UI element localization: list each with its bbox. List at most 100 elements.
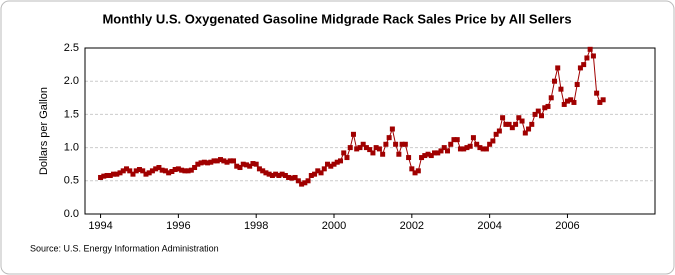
data-point xyxy=(192,165,198,171)
data-point xyxy=(231,158,237,164)
data-point xyxy=(289,175,295,181)
data-point xyxy=(448,141,454,147)
data-point xyxy=(312,171,318,177)
data-point xyxy=(564,98,570,104)
data-point xyxy=(354,146,360,152)
source-note: Source: U.S. Energy Information Administ… xyxy=(30,243,219,253)
data-point xyxy=(331,161,337,167)
data-point xyxy=(195,161,201,167)
data-point xyxy=(373,145,379,151)
data-point xyxy=(263,170,269,176)
data-point xyxy=(522,130,528,136)
data-point xyxy=(136,167,142,173)
data-point xyxy=(376,146,382,152)
data-point xyxy=(393,141,399,147)
data-point xyxy=(487,141,493,147)
data-point xyxy=(140,168,146,174)
data-point xyxy=(438,148,444,154)
data-point xyxy=(597,99,603,105)
data-point xyxy=(425,151,431,157)
data-point xyxy=(548,95,554,101)
chart-title: Monthly U.S. Oxygenated Gasoline Midgrad… xyxy=(102,11,571,26)
data-point xyxy=(344,155,350,161)
data-point xyxy=(175,166,181,172)
data-point xyxy=(383,141,389,147)
data-point xyxy=(577,65,583,71)
data-point xyxy=(571,99,577,105)
data-point xyxy=(464,145,470,151)
data-point xyxy=(490,138,496,144)
data-point xyxy=(169,169,175,175)
data-point xyxy=(457,146,463,152)
data-point xyxy=(415,168,421,174)
data-point xyxy=(506,121,512,127)
y-axis-label: Dollars per Gallon xyxy=(38,87,50,175)
data-point xyxy=(594,90,600,96)
data-point xyxy=(568,97,574,103)
data-point xyxy=(224,159,230,165)
data-point xyxy=(149,168,155,174)
data-point xyxy=(451,137,457,143)
data-point xyxy=(188,167,194,173)
data-point xyxy=(162,168,168,174)
data-point xyxy=(253,161,259,167)
data-point xyxy=(218,157,224,163)
data-point xyxy=(350,131,356,137)
y-tick-label: 2.0 xyxy=(64,75,79,87)
data-point xyxy=(500,115,506,121)
data-point xyxy=(519,118,525,124)
data-point xyxy=(363,145,369,151)
data-point xyxy=(221,158,227,164)
data-point xyxy=(412,170,418,176)
data-point xyxy=(269,172,275,178)
data-point xyxy=(587,46,593,52)
data-point xyxy=(509,125,515,131)
y-tick-label: 1.5 xyxy=(64,108,79,120)
data-point xyxy=(503,121,509,127)
y-tick-label: 1.0 xyxy=(64,142,79,154)
data-point xyxy=(299,181,305,187)
data-point xyxy=(419,155,425,161)
data-point xyxy=(198,160,204,166)
data-point xyxy=(156,165,162,171)
data-point xyxy=(237,165,243,171)
data-point xyxy=(282,172,288,178)
data-point xyxy=(542,105,548,111)
data-point xyxy=(496,128,502,134)
data-point xyxy=(480,146,486,152)
data-point xyxy=(574,82,580,88)
data-point xyxy=(467,143,473,149)
data-point xyxy=(552,78,558,84)
data-point xyxy=(428,153,434,159)
data-point xyxy=(357,145,363,151)
data-point xyxy=(402,141,408,147)
data-point xyxy=(545,103,551,109)
data-point xyxy=(516,115,522,121)
data-point xyxy=(432,150,438,156)
data-point xyxy=(133,168,139,174)
data-point xyxy=(256,166,262,172)
y-tick-label: 0.0 xyxy=(64,208,79,220)
data-point xyxy=(561,101,567,107)
data-point xyxy=(117,170,123,176)
data-point xyxy=(211,158,217,164)
data-point xyxy=(143,171,149,177)
data-point xyxy=(535,108,541,114)
x-tick-label: 2002 xyxy=(400,220,424,232)
data-point xyxy=(422,153,428,159)
data-point xyxy=(214,158,220,164)
data-point xyxy=(532,111,538,117)
data-point xyxy=(201,159,207,165)
data-point xyxy=(273,171,279,177)
data-point xyxy=(325,161,331,167)
data-point xyxy=(334,159,340,165)
data-point xyxy=(360,141,366,147)
data-point xyxy=(114,171,120,177)
data-point xyxy=(409,166,415,172)
data-point xyxy=(513,121,519,127)
data-point xyxy=(250,161,256,167)
data-point xyxy=(279,171,285,177)
data-point xyxy=(454,137,460,143)
